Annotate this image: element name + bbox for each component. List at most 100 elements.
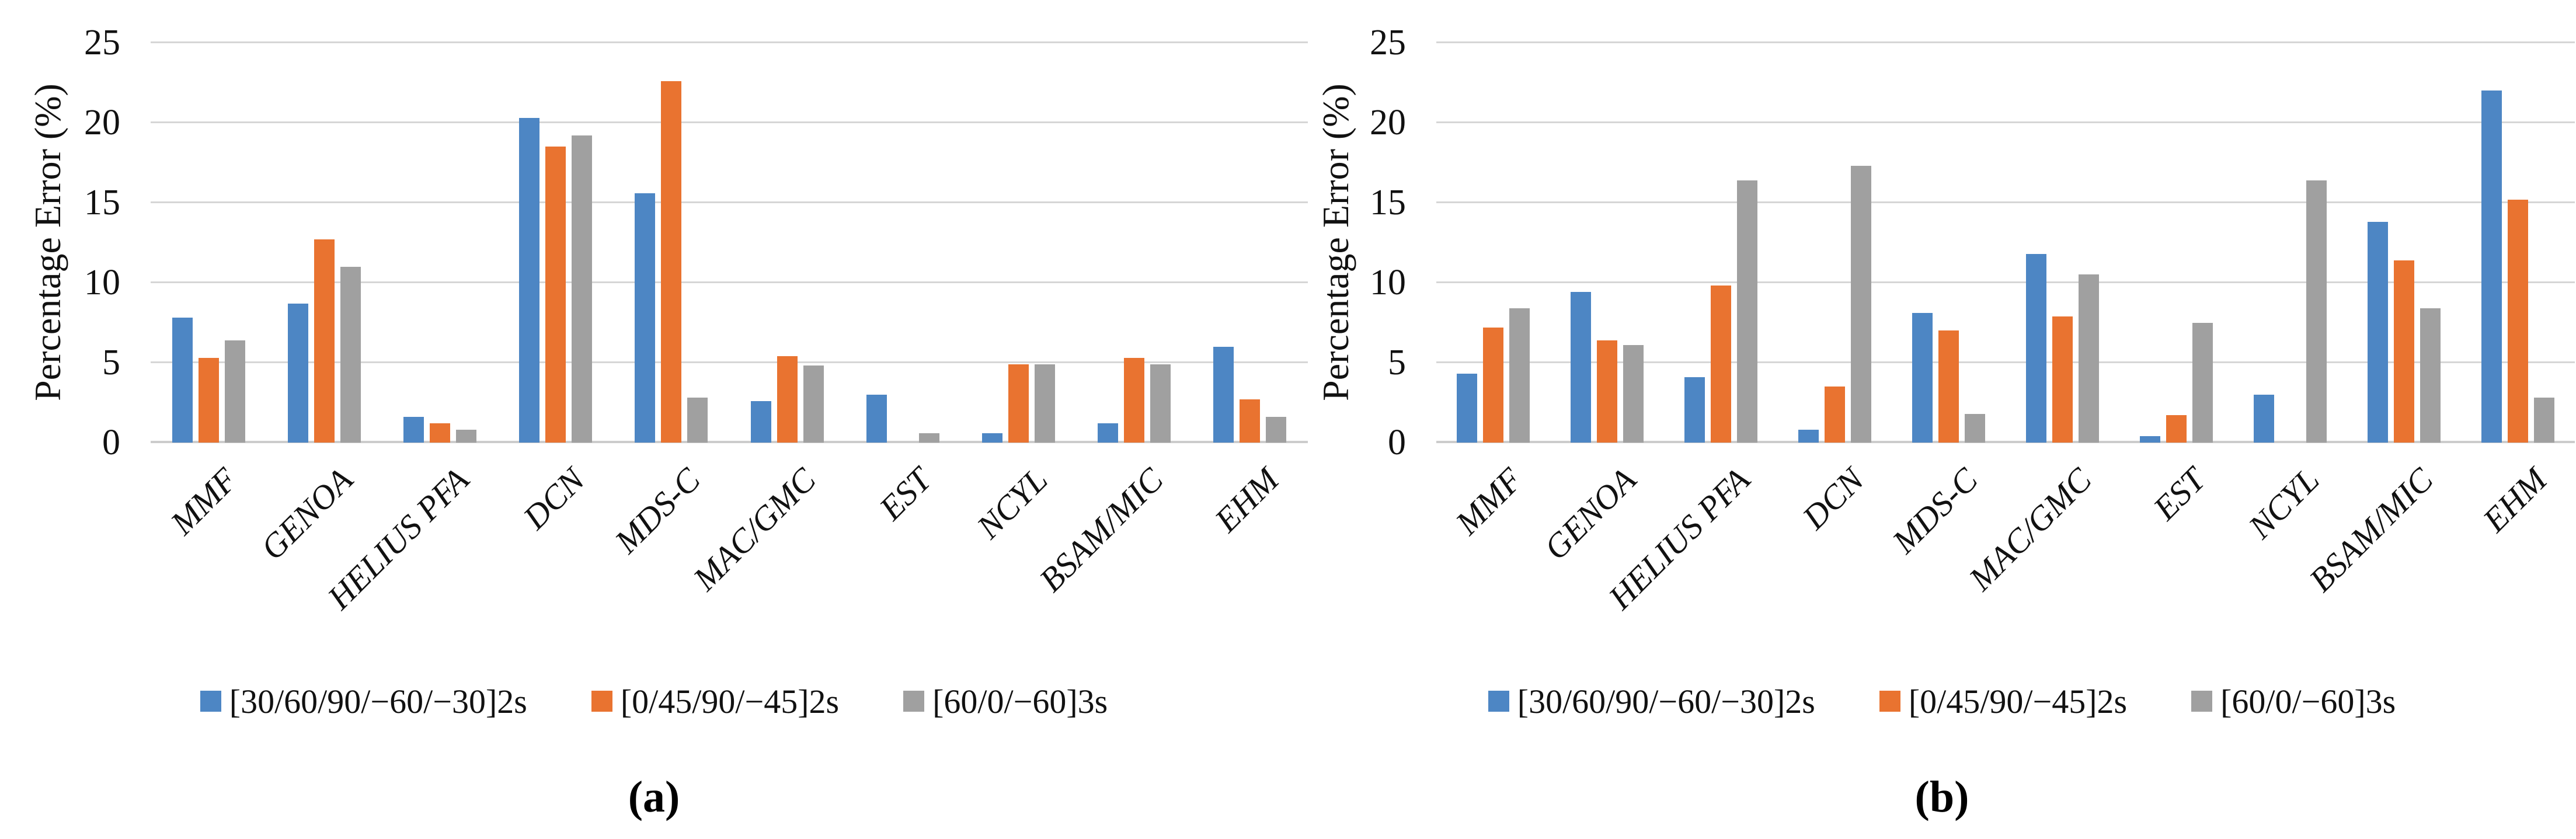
gridline <box>1436 41 2575 43</box>
x-category-label: MDS-C <box>607 460 708 561</box>
bar-series-3 <box>1965 413 1985 443</box>
bar-series-3 <box>1509 308 1530 443</box>
bar-series-1 <box>2140 436 2160 443</box>
legend-item: [60/0/−60]3s <box>2191 682 2396 721</box>
x-category-label: DCN <box>1794 460 1871 537</box>
bar-series-1 <box>1912 313 1933 443</box>
bar-series-2 <box>1597 340 1617 443</box>
plot-area <box>1436 41 2575 443</box>
x-category-label: NCYL <box>969 460 1055 546</box>
gridline <box>1436 201 2575 203</box>
x-category-label: BSAM/MIC <box>1032 460 1171 600</box>
bar-series-2 <box>1483 327 1503 443</box>
x-axis-line <box>1436 441 2575 443</box>
bar-series-1 <box>519 117 540 443</box>
legend-item: [30/60/90/−60/−30]2s <box>1488 682 1815 721</box>
y-tick-label: 5 <box>102 343 120 382</box>
gridline <box>1436 361 2575 363</box>
bar-series-1 <box>2254 394 2274 443</box>
panel-caption: (b) <box>1914 772 1969 821</box>
bar-series-1 <box>2368 221 2388 443</box>
legend: [30/60/90/−60/−30]2s [0/45/90/−45]2s [60/0… <box>0 678 1308 724</box>
bar-series-3 <box>2079 274 2099 443</box>
bar-series-2 <box>1124 357 1145 443</box>
bar-series-2 <box>314 239 335 443</box>
bar-series-2 <box>2052 316 2073 443</box>
bar-series-1 <box>1798 430 1819 443</box>
bar-series-3 <box>1737 180 1757 443</box>
bar-series-1 <box>635 193 656 443</box>
bar-series-2 <box>1711 286 1731 443</box>
bar-series-3 <box>340 266 361 443</box>
gridline <box>1436 281 2575 283</box>
chart-panel-a: Percentage Error (%) [30/60/90/−60/−30]2… <box>0 23 1308 821</box>
y-tick-label: 10 <box>84 263 120 302</box>
bar-series-2 <box>1240 399 1261 443</box>
legend-item: [0/45/90/−45]2s <box>591 682 839 721</box>
bar-series-2 <box>1938 330 1959 443</box>
gridline <box>1436 121 2575 123</box>
legend-label: [0/45/90/−45]2s <box>620 682 840 720</box>
legend-label: [60/0/−60]3s <box>2220 682 2396 720</box>
legend-label: [60/0/−60]3s <box>932 682 1108 720</box>
bar-series-1 <box>172 318 193 443</box>
legend-item: [30/60/90/−60/−30]2s <box>200 682 527 721</box>
bar-series-2 <box>2508 199 2528 443</box>
y-tick-label: 5 <box>1388 343 1406 382</box>
bar-series-3 <box>224 340 245 443</box>
bar-series-1 <box>2026 253 2046 443</box>
bar-series-3 <box>2534 398 2554 443</box>
bar-series-3 <box>1851 165 1871 443</box>
bar-series-3 <box>1623 344 1644 443</box>
bar-series-3 <box>2306 180 2327 443</box>
x-category-label: EST <box>872 460 939 528</box>
legend-item: [60/0/−60]3s <box>903 682 1108 721</box>
y-tick-label: 25 <box>1370 23 1406 62</box>
x-category-label: MAC/GMC <box>685 460 823 598</box>
legend-swatch-icon <box>1488 691 1509 712</box>
x-category-label: MAC/GMC <box>1961 460 2099 598</box>
bar-series-3 <box>687 398 708 443</box>
gridline <box>151 201 1308 203</box>
plot-area <box>151 41 1308 443</box>
legend: [30/60/90/−60/−30]2s [0/45/90/−45]2s [60/0… <box>1308 678 2576 724</box>
bar-series-3 <box>456 430 476 443</box>
bar-series-3 <box>572 135 593 443</box>
x-category-label: DCN <box>516 460 592 537</box>
bar-series-3 <box>1035 364 1055 443</box>
bar-series-3 <box>1150 364 1171 443</box>
bar-series-1 <box>866 394 887 443</box>
x-category-label: GENOA <box>1536 460 1644 568</box>
legend-swatch-icon <box>200 691 221 712</box>
x-category-label: BSAM/MIC <box>2301 460 2441 600</box>
legend-item: [0/45/90/−45]2s <box>1879 682 2127 721</box>
bar-series-1 <box>1571 292 1591 443</box>
bar-series-3 <box>2420 308 2441 443</box>
gridline <box>151 281 1308 283</box>
legend-swatch-icon <box>591 691 612 712</box>
bar-series-1 <box>750 401 771 443</box>
y-tick-label: 15 <box>84 183 120 222</box>
x-axis-line <box>151 441 1308 443</box>
bar-series-2 <box>1008 364 1029 443</box>
x-category-label: EST <box>2145 460 2213 528</box>
legend-label: [0/45/90/−45]2s <box>1908 682 2128 720</box>
x-category-label: HELIUS PFA <box>1600 460 1757 617</box>
legend-label: [30/60/90/−60/−30]2s <box>1517 682 1815 720</box>
x-category-label: EHM <box>2475 460 2554 539</box>
y-tick-label: 20 <box>1370 103 1406 142</box>
x-category-label: MMF <box>1447 460 1530 542</box>
y-tick-label: 0 <box>1388 423 1406 462</box>
x-category-label: MMF <box>163 460 245 542</box>
legend-swatch-icon <box>2191 691 2213 712</box>
panel-caption: (a) <box>628 772 680 821</box>
bar-series-2 <box>430 423 450 443</box>
chart-panel-b: Percentage Error (%) [30/60/90/−60/−30]2… <box>1308 0 2576 839</box>
y-tick-label: 25 <box>84 23 120 62</box>
bar-series-1 <box>287 303 308 443</box>
y-tick-label: 15 <box>1370 183 1406 222</box>
gridline <box>151 41 1308 43</box>
gridline <box>151 361 1308 363</box>
bar-series-2 <box>2166 415 2187 443</box>
